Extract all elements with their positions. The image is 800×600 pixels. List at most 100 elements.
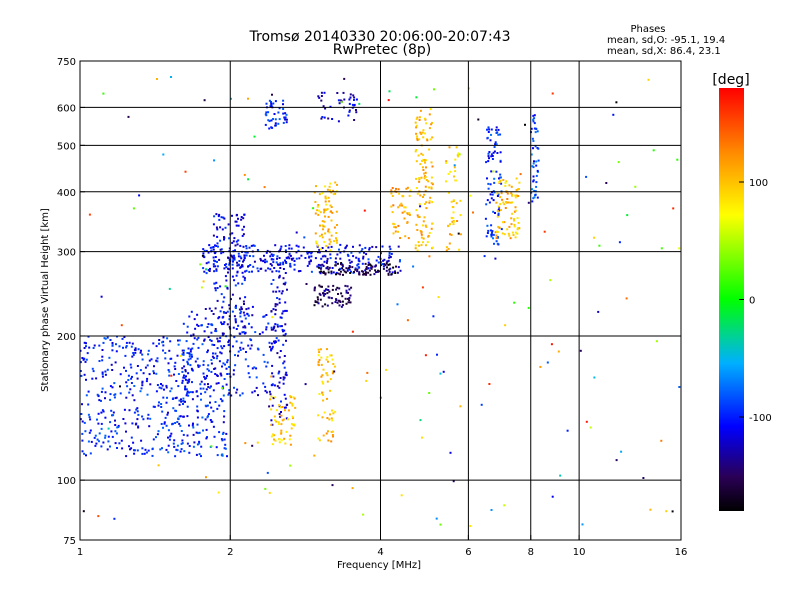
data-point [242,259,245,262]
data-point [339,243,342,246]
data-point [491,193,494,196]
data-point [274,341,277,343]
data-point [327,439,330,442]
data-point [193,441,196,444]
x-tick-label: 8 [528,547,534,558]
data-point [449,223,452,226]
data-point [338,287,341,290]
data-point [179,415,182,418]
data-point [332,189,335,192]
data-point [198,364,201,367]
data-point [435,517,438,520]
data-point [168,370,171,373]
data-point [206,326,209,328]
data-point [264,269,267,272]
data-point [108,356,111,359]
data-point [208,244,211,247]
data-point [217,491,220,494]
data-point [242,233,245,236]
data-point [282,378,285,381]
data-point [263,254,265,257]
data-point [238,332,241,335]
data-point [266,361,269,364]
data-point [207,415,209,418]
data-point [224,447,227,450]
data-point [160,387,163,390]
data-point [213,435,216,438]
data-point [275,409,278,412]
data-point [264,487,267,490]
data-point [324,197,327,200]
data-point [241,331,244,334]
data-point [278,290,281,293]
data-point [203,270,206,273]
data-point [166,337,169,340]
data-point [340,305,343,308]
data-point [156,78,158,80]
data-point [165,386,168,389]
data-point [319,272,322,275]
data-point [183,376,186,379]
data-point [209,338,212,341]
data-point [207,386,210,388]
data-point [418,119,421,121]
data-point [221,365,223,368]
data-point [291,404,294,407]
data-point [598,244,601,247]
data-point [172,442,175,445]
data-point [492,199,495,202]
data-point [325,249,327,252]
data-point [514,194,517,197]
data-point [206,368,209,371]
data-point [236,388,239,391]
data-point [98,344,101,347]
data-point [317,348,320,351]
data-point [318,251,321,254]
data-point [262,260,265,263]
data-point [87,403,90,406]
data-point [487,155,490,158]
data-point [282,282,285,285]
data-point [498,226,501,229]
data-point [245,245,248,247]
data-point [625,297,628,300]
data-point [503,504,506,507]
data-point [415,132,418,135]
data-point [492,170,495,173]
data-point [203,338,206,341]
y-tick-label: 75 [63,536,76,547]
data-point [268,405,271,408]
data-point [504,181,507,184]
data-point [170,432,173,435]
data-point [487,131,490,133]
data-point [134,351,137,354]
data-point [244,326,247,329]
data-point [231,263,234,266]
data-point [488,383,491,385]
data-point [490,133,492,136]
data-point [220,345,223,348]
data-point [492,151,495,154]
data-point [109,339,112,341]
data-point [214,307,217,310]
data-point [111,349,114,352]
data-point [160,423,163,425]
data-point [490,197,493,200]
data-point [247,314,250,317]
data-point [490,509,493,511]
data-point [282,362,285,365]
data-point [324,272,327,275]
data-point [272,328,275,331]
data-point [222,216,225,219]
data-point [182,359,185,362]
data-point [516,217,519,220]
data-point [327,230,330,233]
data-point [328,296,331,299]
data-point [412,265,415,268]
data-point [390,205,393,208]
data-point [210,249,213,252]
data-point [271,364,274,367]
data-point [678,247,681,250]
data-point [327,360,329,363]
data-point [348,299,351,302]
